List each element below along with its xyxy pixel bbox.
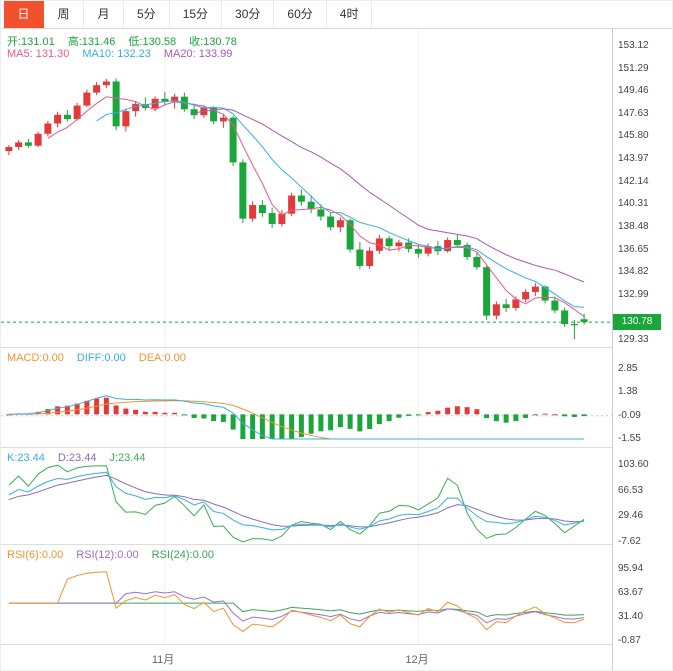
y-axis-label: 138.48 <box>618 220 649 232</box>
rsi-panel[interactable]: RSI(6):0.00 RSI(12):0.00 RSI(24):0.00 <box>1 545 612 645</box>
macd-canvas[interactable] <box>1 348 612 447</box>
period-tabbar: 日周月 5分 15分 30分 60分 4时 <box>1 1 672 29</box>
y-axis-label: -7.62 <box>618 536 641 547</box>
tab-5min[interactable]: 5分 <box>124 1 170 28</box>
y-axis-label: -0.87 <box>618 635 641 646</box>
x-axis-label: 11月 <box>151 654 175 666</box>
macd-panel[interactable]: MACD:0.00 DIFF:0.00 DEA:0.00 <box>1 348 612 448</box>
price-panel[interactable]: 开:131.01 高:131.46 低:130.58 收:130.78 MA5:… <box>1 29 612 348</box>
rsi-canvas[interactable] <box>1 545 612 644</box>
y-axis-label: 153.12 <box>618 40 649 51</box>
tab-15min[interactable]: 15分 <box>170 1 223 28</box>
y-axis-label: 29.46 <box>618 510 644 522</box>
tab-4hour[interactable]: 4时 <box>327 1 373 28</box>
current-price-badge: 130.78 <box>613 314 661 331</box>
tab-day[interactable]: 日 <box>4 1 44 28</box>
y-axis-label: 2.85 <box>618 363 638 374</box>
plot-column: 开:131.01 高:131.46 低:130.58 收:130.78 MA5:… <box>1 29 612 670</box>
kdj-canvas[interactable] <box>1 448 612 544</box>
y-axis-label: 103.60 <box>618 459 649 470</box>
y-axis-label: 134.82 <box>618 266 649 278</box>
x-axis: 11月 12月 <box>1 645 612 670</box>
candlestick-canvas[interactable] <box>1 29 612 347</box>
x-axis-label: 12月 <box>405 654 429 666</box>
y-axis-label: 1.38 <box>618 386 638 398</box>
y-axis-label: 129.33 <box>618 334 649 345</box>
y-axis-column: 153.12 151.29 149.46 147.63 145.80 143.97 142.… <box>612 29 672 670</box>
y-axis-label: 136.65 <box>618 243 649 255</box>
chart-area: 开:131.01 高:131.46 低:130.58 收:130.78 MA5:… <box>1 29 672 670</box>
y-axis-label: 66.53 <box>618 484 644 496</box>
tab-30min[interactable]: 30分 <box>222 1 275 28</box>
y-axis-label: 145.80 <box>618 130 649 142</box>
y-axis-label: 95.94 <box>618 563 644 574</box>
y-axis-label: 147.63 <box>618 107 649 119</box>
y-axis-label: 140.31 <box>618 198 649 210</box>
y-axis-label: 151.29 <box>618 62 649 74</box>
kdj-panel[interactable]: K:23.44 D:23.44 J:23.44 <box>1 448 612 545</box>
y-axis-label: -1.55 <box>618 433 641 444</box>
y-axis-label: 63.67 <box>618 587 644 598</box>
y-axis-label: 132.99 <box>618 288 649 300</box>
y-axis-label: 142.14 <box>618 175 649 187</box>
y-axis-label: 31.40 <box>618 611 644 622</box>
y-axis-label: -0.09 <box>618 409 641 421</box>
y-axis-label: 143.97 <box>618 153 649 165</box>
tab-60min[interactable]: 60分 <box>274 1 327 28</box>
tab-month[interactable]: 月 <box>84 1 124 28</box>
tab-week[interactable]: 周 <box>44 1 84 28</box>
y-axis-label: 149.46 <box>618 85 649 97</box>
